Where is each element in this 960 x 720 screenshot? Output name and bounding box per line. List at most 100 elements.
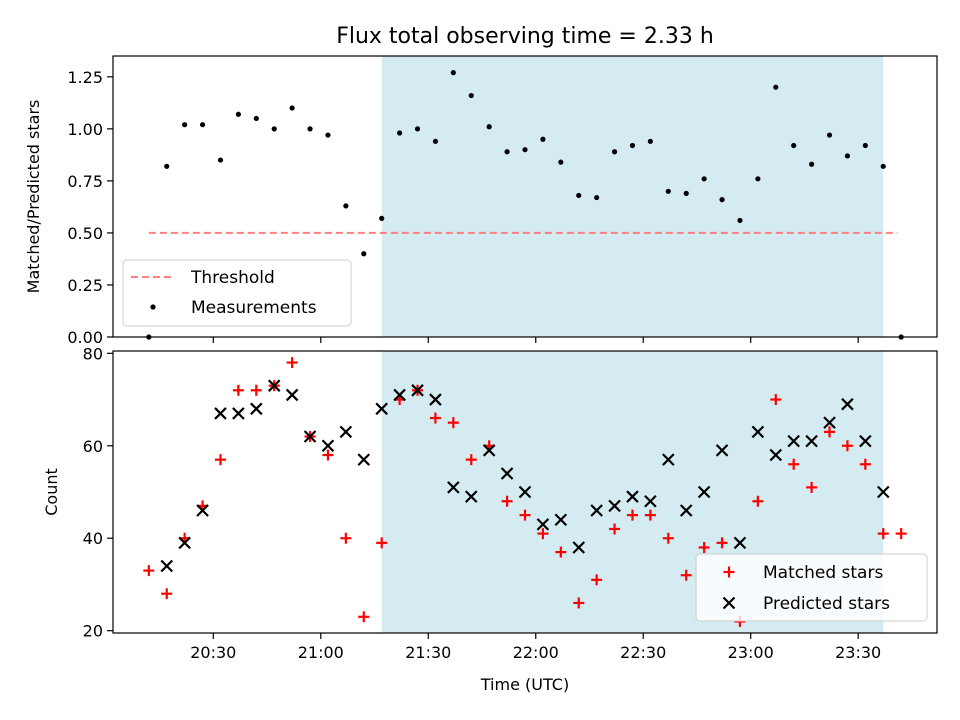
matched-star-point	[626, 509, 638, 521]
top-y-tick-label: 0.75	[67, 172, 103, 191]
chart-title: Flux total observing time = 2.33 h	[336, 24, 714, 49]
matched-star-point	[250, 384, 262, 396]
measurement-point	[199, 122, 206, 128]
predicted-star-point	[679, 504, 693, 517]
measurement-point	[253, 115, 259, 122]
bottom-y-axis-title: Count	[42, 468, 61, 516]
matched-star-point	[877, 528, 889, 540]
bottom-legend-box	[695, 553, 928, 622]
measurement-point	[289, 105, 295, 111]
matched-star-point	[143, 565, 155, 577]
measurement-point	[809, 161, 815, 167]
matched-star-point	[465, 454, 477, 466]
matched-star-point	[716, 537, 728, 549]
predicted-star-point	[769, 448, 783, 462]
predicted-star-point	[464, 490, 478, 503]
x-tick-label: 23:30	[835, 643, 881, 662]
top-panel: 0.00 0.25 0.50 0.75 1.00 1.25 Matched/Predict…	[24, 55, 938, 347]
measurement-point	[217, 157, 224, 163]
bottom-plot-marks	[143, 357, 907, 627]
bottom-axis-ticks: 20 40 60 80 20:30 21:00 21:30 22:00 22:30 23:00 23…	[83, 344, 882, 662]
top-legend-box	[122, 259, 352, 327]
predicted-star-point	[321, 439, 335, 453]
measurement-point	[164, 163, 170, 169]
predicted-star-point	[733, 536, 747, 550]
measurement-point	[540, 136, 546, 142]
top-y-tick-label: 0.50	[67, 224, 103, 243]
measurement-point	[468, 92, 474, 99]
matched-star-point	[537, 528, 549, 540]
predicted-star-point	[250, 402, 263, 416]
matched-star-point	[841, 440, 853, 452]
predicted-star-point	[787, 434, 800, 448]
predicted-star-point	[160, 559, 174, 573]
matched-star-point	[429, 412, 441, 424]
predicted-legend-marker	[722, 596, 736, 610]
measurement-point	[611, 149, 618, 155]
matched-star-point	[376, 537, 388, 549]
measurements-legend-marker	[150, 304, 156, 310]
measurement-point	[647, 138, 653, 144]
matched-legend-label: Matched stars	[763, 563, 883, 583]
measurement-point	[701, 176, 707, 182]
measurement-point	[737, 217, 743, 224]
measurement-point	[719, 197, 725, 203]
bottom-y-tick-label: 60	[83, 437, 103, 456]
measurement-point	[379, 215, 385, 221]
matched-star-point	[591, 574, 603, 586]
matched-star-point	[662, 532, 674, 544]
bottom-y-tick-label: 80	[83, 344, 103, 363]
top-legend: Threshold Measurements	[122, 259, 352, 327]
predicted-star-point	[267, 379, 281, 392]
matched-star-point	[680, 569, 692, 581]
measurement-point	[755, 176, 761, 182]
measurements-legend-label: Measurements	[191, 298, 317, 318]
measurement-point	[486, 124, 492, 130]
measurement-point	[880, 163, 886, 169]
measurement-point	[325, 132, 331, 138]
x-tick-label: 21:30	[405, 643, 451, 662]
predicted-star-point	[572, 541, 586, 554]
measurement-point	[361, 251, 367, 257]
matched-star-point	[644, 509, 656, 521]
matched-star-point	[322, 449, 334, 461]
predicted-legend-label: Predicted stars	[763, 594, 890, 614]
predicted-star-point	[375, 402, 388, 416]
predicted-star-point	[232, 407, 245, 420]
measurement-point	[683, 190, 689, 196]
measurement-point	[826, 132, 833, 138]
predicted-star-point	[662, 453, 675, 466]
predicted-star-point	[482, 444, 496, 457]
measurement-point	[182, 122, 188, 128]
measurement-point	[271, 126, 277, 132]
predicted-star-point	[196, 504, 209, 517]
matched-star-point	[824, 426, 836, 438]
bottom-panel: 20 40 60 80 20:30 21:00 21:30 22:00 22:30 23:00 23…	[42, 344, 938, 694]
predicted-star-point	[214, 407, 227, 420]
predicted-star-point	[554, 513, 568, 527]
bottom-legend: Matched stars Predicted stars	[695, 553, 928, 622]
x-tick-label: 21:00	[298, 643, 344, 662]
measurement-point	[522, 147, 528, 153]
predicted-star-point	[608, 499, 621, 513]
predicted-star-point	[429, 393, 442, 406]
matched-star-point	[358, 611, 370, 623]
matched-star-point	[447, 417, 459, 429]
matched-legend-marker	[723, 566, 735, 578]
measurement-point	[504, 149, 510, 155]
bottom-y-tick-label: 20	[83, 622, 103, 641]
measurement-point	[629, 142, 636, 149]
top-y-axis-title: Matched/Predicted stars	[24, 100, 43, 294]
measurement-point	[432, 138, 439, 144]
predicted-star-point	[339, 425, 353, 439]
measurement-point	[844, 153, 851, 159]
measurement-point	[450, 70, 456, 76]
x-axis-title: Time (UTC)	[480, 675, 569, 694]
measurement-point	[665, 188, 671, 194]
matched-star-point	[214, 454, 226, 466]
measurement-point	[594, 194, 600, 201]
matched-star-point	[788, 458, 800, 470]
x-tick-label: 23:00	[728, 643, 774, 662]
predicted-star-point	[751, 425, 765, 439]
